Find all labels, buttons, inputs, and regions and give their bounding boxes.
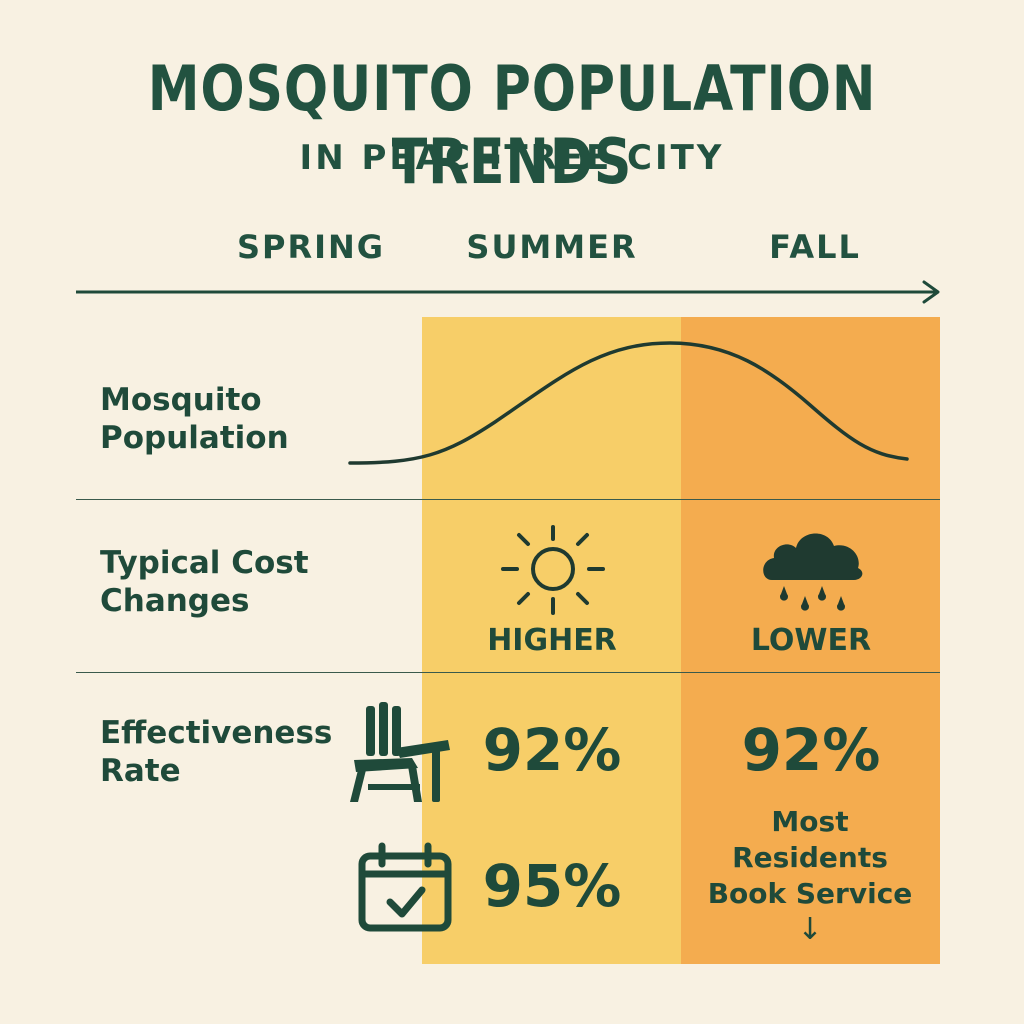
page-title: MOSQUITO POPULATION TRENDS (147, 52, 877, 198)
sun-icon (501, 525, 605, 615)
fall-note-line1: Most (771, 805, 849, 838)
adirondack-chair-icon (350, 702, 450, 802)
row-label-population: Mosquito Population (100, 381, 289, 457)
row-label-population-line1: Mosquito (100, 382, 262, 418)
effectiveness-summer-top: 92% (482, 716, 622, 784)
calendar-check-icon (358, 842, 452, 932)
fall-booking-note: Most Residents Book Service ↓ (690, 804, 930, 948)
effectiveness-fall-top: 92% (741, 716, 881, 784)
row-label-population-line2: Population (100, 420, 289, 456)
row-divider-2 (76, 672, 940, 673)
row-label-effectiveness: Effectiveness Rate (100, 714, 332, 790)
row-label-cost-line1: Typical Cost (100, 545, 309, 581)
season-fall: FALL (769, 228, 861, 266)
row-label-effectiveness-line1: Effectiveness (100, 715, 333, 751)
down-arrow-icon: ↓ (797, 912, 823, 947)
row-label-cost: Typical Cost Changes (100, 544, 309, 620)
season-summer: SUMMER (466, 228, 638, 266)
cost-summer: HIGHER (487, 623, 617, 658)
page-subtitle: IN PEACHTREE CITY (299, 138, 725, 178)
fall-note-line3: Book Service (707, 877, 913, 910)
season-spring: SPRING (236, 228, 386, 266)
row-label-effectiveness-line2: Rate (100, 753, 181, 789)
row-divider-1 (76, 499, 940, 500)
row-label-cost-line2: Changes (100, 583, 250, 619)
fall-note-line2: Residents (732, 841, 888, 874)
effectiveness-summer-bottom: 95% (482, 852, 622, 920)
rain-cloud-icon (763, 533, 863, 611)
cost-fall: LOWER (750, 623, 872, 658)
